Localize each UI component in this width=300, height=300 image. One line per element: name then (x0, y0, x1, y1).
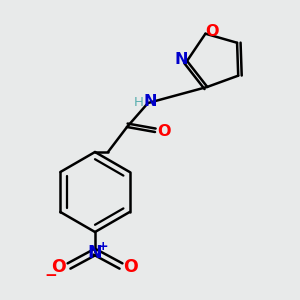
Text: O: O (124, 258, 138, 276)
Text: H: H (134, 95, 144, 109)
Text: O: O (206, 24, 219, 39)
Text: O: O (52, 258, 66, 276)
Text: N: N (174, 52, 188, 68)
Text: N: N (88, 244, 102, 262)
Text: −: − (45, 268, 57, 283)
Text: +: + (98, 239, 108, 253)
Text: O: O (157, 124, 171, 140)
Text: N: N (143, 94, 157, 110)
